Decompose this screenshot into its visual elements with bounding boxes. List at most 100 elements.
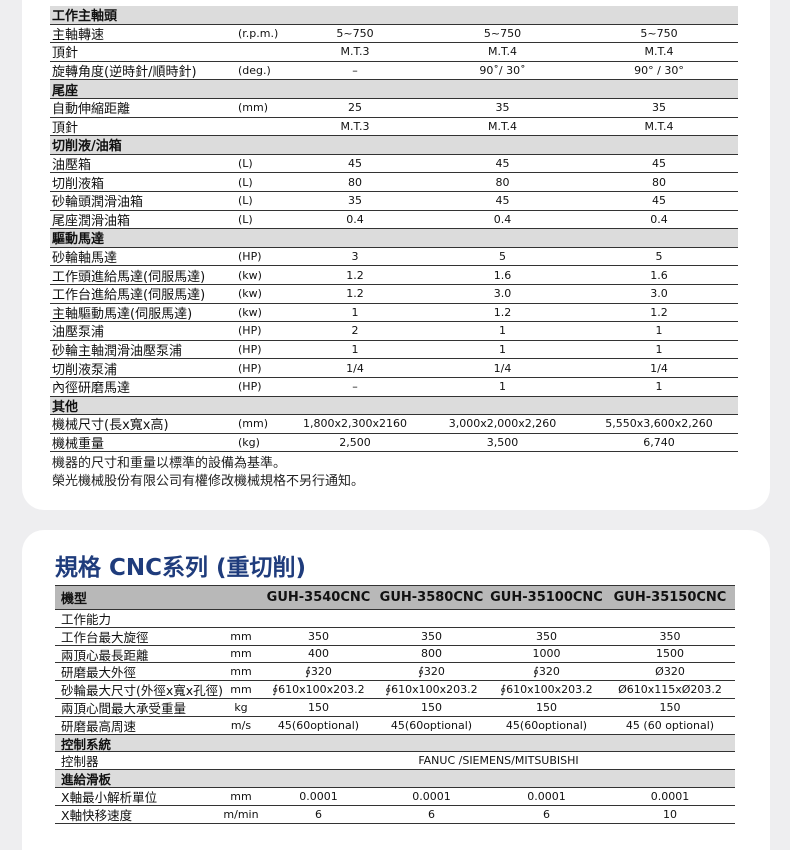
spec-row: 主軸驅動馬達(伺服馬達) (kw) 1 1.2 1.2 [50,304,738,323]
row-label: 頂針 [52,120,79,136]
row-label: 主軸轉速 [52,27,105,43]
model-name: GUH-3540CNC [266,590,371,605]
value: 1 [655,380,663,394]
unit: mm [230,683,252,697]
value: ∮610x100x203.2 [272,683,365,697]
section-row: 其他 [50,396,738,416]
value: M.T.4 [488,119,517,133]
value: 1.2 [493,305,512,319]
value: 45 [495,157,510,171]
spec-row: 研磨最大外徑 mm ∮320 ∮320 ∮320 Ø320 [55,663,735,682]
unit: (mm) [238,101,269,115]
value: 3.0 [493,287,512,301]
value: 1.6 [650,268,668,282]
value: 0.0001 [299,789,338,803]
value: 2 [351,324,359,338]
note: 榮光機械股份有限公司有權修改機械規格不另行通知。 [52,474,365,489]
value: 150 [308,700,329,714]
row-label: 機械尺寸(長x寬x高) [52,418,169,434]
header-label: 機型 [61,592,88,607]
value: 45(60optional) [277,718,360,732]
section-label: 進給滑板 [61,772,112,788]
row-label: 兩頂心最長距離 [61,647,149,663]
value: 90° / 30° [634,64,684,78]
value: 1 [655,324,663,338]
spec-row: 尾座潤滑油箱 (L) 0.4 0.4 0.4 [50,211,738,230]
section-label: 切削液/油箱 [52,139,122,155]
value: 10 [663,807,677,821]
spec-row: 機械尺寸(長x寬x高) (mm) 1,800x2,300x2160 3,000x2,0… [50,415,738,434]
row-label: 工作頭進給馬達(伺服馬達) [52,269,206,285]
value: 1/4 [650,361,668,375]
unit: (mm) [238,417,269,431]
unit: m/min [223,807,259,821]
section-row: 切削液/油箱 [50,136,738,155]
row-label: 研磨最大外徑 [61,665,137,681]
spec-row: 控制器 FANUC /SIEMENS/MITSUBISHI [55,752,735,771]
row-label: 旋轉角度(逆時針/順時針) [52,65,197,81]
spec-row: 研磨最高周速 m/s 45(60optional) 45(60optional) 45(… [55,717,735,735]
unit: (HP) [238,324,262,338]
value: ∮320 [305,665,332,679]
value: 2,500 [339,436,371,450]
spec-row: 油壓泵浦 (HP) 2 1 1 [50,322,738,341]
value: 45(60optional) [390,718,473,732]
spec-row: 工作台進給馬達(伺服馬達) (kw) 1.2 3.0 3.0 [50,285,738,304]
value: 6,740 [643,436,675,450]
value: 6 [428,807,435,821]
value: 0.4 [346,212,364,226]
unit: (kw) [238,268,262,282]
value: 350 [536,629,557,643]
value: 45 (60 optional) [625,718,715,732]
value: ∮320 [533,665,560,679]
value: 1500 [656,647,684,661]
value: 350 [421,629,442,643]
value: M.T.4 [644,45,674,59]
unit: (L) [238,157,253,171]
spec-card [22,530,770,850]
spec-row: 主軸轉速 (r.p.m.) 5~750 5~750 5~750 [50,25,738,44]
value: 1.2 [346,287,364,301]
value: 1/4 [493,361,512,375]
unit: (L) [238,175,253,189]
section-label: 驅動馬達 [52,232,105,248]
spec-row: 頂針 M.T.3 M.T.4 M.T.4 [50,118,738,137]
value: 1 [499,324,506,338]
unit: (kw) [238,287,262,301]
spec-row: 旋轉角度(逆時針/順時針) (deg.) – 90˚/ 30˚ 90° / 30° [50,62,738,81]
unit: m/s [230,718,252,732]
spec-row: 工作能力 [55,610,735,628]
model-name: GUH-3580CNC [379,590,484,605]
row-label: 砂輪軸馬達 [52,251,118,267]
row-label: X軸最小解析單位 [61,789,158,805]
row-label: 主軸驅動馬達(伺服馬達) [52,306,193,322]
value: 80 [495,175,510,189]
unit: mm [230,789,252,803]
model-name: GUH-35100CNC [490,590,603,605]
value: 90˚/ 30˚ [479,64,526,78]
value: 45(60optional) [505,718,588,732]
spec-row: 切削液泵浦 (HP) 1/4 1/4 1/4 [50,359,738,378]
value: 1 [351,305,359,319]
spec-row: 機械重量 (kg) 2,500 3,500 6,740 [50,434,738,453]
value: 35 [495,101,510,115]
value: 800 [421,647,442,661]
value: 45 [495,194,510,208]
value: 0.0001 [412,789,451,803]
row-label: 自動伸縮距離 [52,102,131,118]
spec-row: 兩頂心最長距離 mm 400 800 1000 1500 [55,646,735,664]
value: 350 [308,629,329,643]
value: 1.2 [650,305,668,319]
row-label: 工作能力 [61,611,112,627]
section-row: 進給滑板 [55,770,735,788]
spec-row: 切削液箱 (L) 80 80 80 [50,173,738,192]
section-label: 工作主軸頭 [52,9,118,25]
unit: (HP) [238,343,262,357]
row-label: 控制器 [61,754,99,770]
value: M.T.3 [340,119,370,133]
spec-row: 砂輪最大尺寸(外徑x寬x孔徑) mm ∮610x100x203.2 ∮610x100x… [55,681,735,699]
value: 45 [652,194,666,208]
value: – [352,380,358,394]
value: 5 [655,250,663,264]
row-label: 尾座潤滑油箱 [52,213,131,229]
